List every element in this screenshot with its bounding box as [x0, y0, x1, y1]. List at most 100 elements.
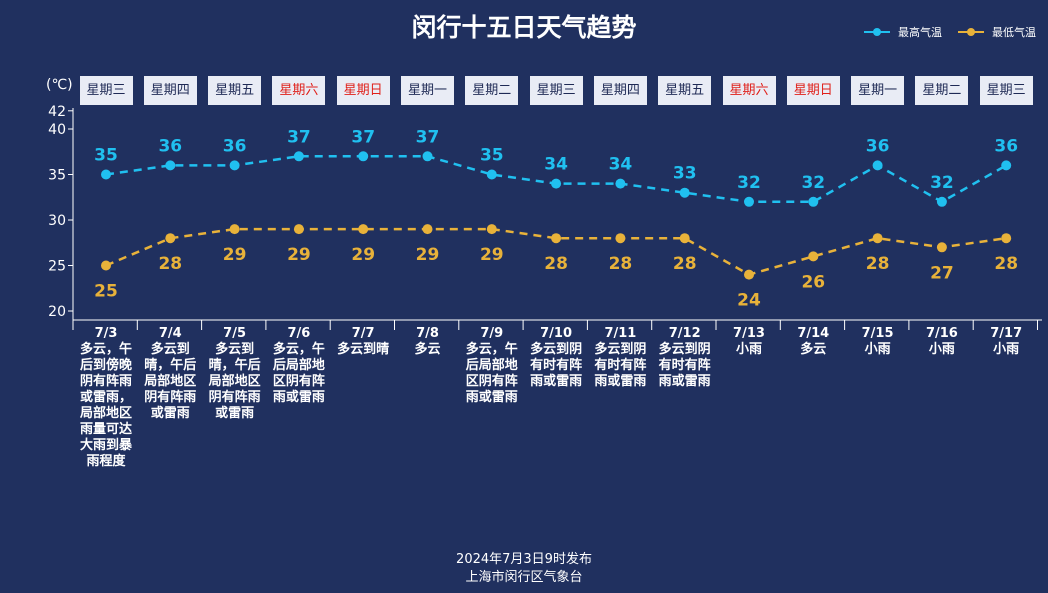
forecast-description: 多云，午后局部地区阴有阵雨或雷雨: [465, 342, 518, 405]
forecast-column-7/13: 7/13 小雨: [717, 326, 781, 358]
y-tick-label-25: 25: [48, 259, 66, 275]
point-low-7/6: [293, 224, 304, 235]
data-label-high-7/9: 35: [480, 146, 504, 166]
point-low-7/10: [551, 233, 562, 244]
forecast-column-7/11: 7/11 多云到阴有时有阵雨或雷雨: [588, 326, 652, 390]
forecast-column-7/10: 7/10 多云到阴有时有阵雨或雷雨: [524, 326, 588, 390]
weekday-box-7/10: 星期三: [529, 76, 583, 105]
point-high-7/6: [293, 151, 304, 162]
forecast-column-7/17: 7/17 小雨: [974, 326, 1038, 358]
weekday-box-7/5: 星期五: [208, 76, 262, 105]
data-label-low-7/9: 29: [480, 245, 504, 265]
forecast-date: 7/11: [604, 326, 637, 341]
forecast-column-7/5: 7/5 多云到晴，午后局部地区阴有阵雨或雷雨: [203, 326, 267, 422]
forecast-column-7/3: 7/3 多云，午后到傍晚阴有阵雨或雷雨，局部地区雨量可达大雨到暴雨程度: [74, 326, 138, 470]
point-high-7/11: [615, 178, 626, 189]
y-tick-label-30: 30: [48, 213, 66, 229]
series-line-low: [105, 227, 1007, 276]
data-label-low-7/11: 28: [609, 254, 633, 274]
forecast-description: 小雨: [993, 342, 1020, 357]
point-low-7/14: [808, 251, 819, 262]
data-label-low-7/7: 29: [351, 245, 375, 265]
data-label-low-7/14: 26: [801, 272, 825, 292]
data-label-low-7/16: 27: [930, 263, 954, 283]
forecast-description: 多云到晴: [337, 342, 390, 357]
forecast-column-7/14: 7/14 多云: [781, 326, 845, 358]
forecast-description: 多云到阴有时有阵雨或雷雨: [594, 342, 647, 389]
data-label-low-7/4: 28: [158, 254, 182, 274]
forecast-description: 多云到晴，午后局部地区阴有阵雨或雷雨: [208, 342, 261, 421]
legend-label-low: 最低气温: [992, 26, 1036, 39]
footer: 2024年7月3日9时发布 上海市闵行区气象台: [0, 551, 1048, 587]
forecast-date: 7/16: [925, 326, 958, 341]
data-label-high-7/13: 32: [737, 173, 761, 193]
data-label-low-7/6: 29: [287, 245, 311, 265]
forecast-description: 多云到阴有时有阵雨或雷雨: [658, 342, 711, 389]
data-label-high-7/10: 34: [544, 155, 568, 175]
point-low-7/7: [358, 224, 369, 235]
forecast-date: 7/6: [287, 326, 311, 341]
forecast-date: 7/17: [990, 326, 1023, 341]
point-low-7/9: [486, 224, 497, 235]
point-high-7/10: [551, 178, 562, 189]
legend-label-high: 最高气温: [898, 26, 942, 39]
point-high-7/3: [101, 169, 111, 180]
y-tick-label-20: 20: [48, 304, 66, 320]
point-low-7/13: [744, 269, 754, 280]
data-label-low-7/3: 25: [94, 282, 118, 302]
weekday-box-7/6: 星期六: [272, 76, 326, 105]
forecast-date: 7/15: [861, 326, 894, 341]
weekday-box-7/4: 星期四: [143, 76, 197, 105]
forecast-column-7/6: 7/6 多云，午后局部地区阴有阵雨或雷雨: [267, 326, 331, 406]
data-label-high-7/3: 35: [94, 146, 118, 166]
data-label-high-7/17: 36: [994, 136, 1018, 156]
point-low-7/4: [165, 233, 176, 244]
point-high-7/16: [936, 196, 947, 207]
point-high-7/17: [1001, 160, 1012, 171]
y-unit-label: (℃): [46, 77, 73, 93]
data-label-low-7/15: 28: [866, 254, 890, 274]
legend: 最高气温 最低气温: [864, 24, 1036, 40]
legend-item-high[interactable]: 最高气温: [864, 24, 942, 40]
point-high-7/9: [486, 169, 497, 180]
forecast-date: 7/4: [158, 326, 182, 341]
legend-marker-high-icon: [864, 28, 890, 36]
forecast-column-7/16: 7/16 小雨: [910, 326, 974, 358]
weekday-box-7/11: 星期四: [593, 76, 647, 105]
forecast-date: 7/12: [668, 326, 701, 341]
forecast-description: 多云，午后到傍晚阴有阵雨或雷雨，局部地区雨量可达大雨到暴雨程度: [79, 342, 132, 469]
publisher: 上海市闵行区气象台: [465, 570, 583, 585]
forecast-date: 7/14: [797, 326, 830, 341]
point-low-7/17: [1001, 233, 1012, 244]
forecast-column-7/8: 7/8 多云: [396, 326, 460, 358]
forecast-column-7/7: 7/7 多云到晴: [331, 326, 395, 358]
data-label-high-7/4: 36: [158, 136, 182, 156]
forecast-column-7/9: 7/9 多云，午后局部地区阴有阵雨或雷雨: [460, 326, 524, 406]
legend-marker-low-icon: [958, 28, 984, 36]
forecast-column-7/4: 7/4 多云到晴，午后局部地区阴有阵雨或雷雨: [138, 326, 202, 422]
point-high-7/7: [358, 151, 369, 162]
weekday-box-7/13: 星期六: [722, 76, 776, 105]
weekday-box-7/14: 星期日: [786, 76, 840, 105]
data-label-high-7/12: 33: [673, 164, 697, 184]
data-label-high-7/15: 36: [866, 136, 890, 156]
legend-item-low[interactable]: 最低气温: [958, 24, 1036, 40]
point-high-7/14: [808, 196, 819, 207]
weekday-box-7/9: 星期二: [465, 76, 519, 105]
point-low-7/5: [229, 224, 240, 235]
y-tick-label-35: 35: [48, 168, 66, 184]
point-high-7/12: [679, 187, 690, 198]
weekday-box-7/15: 星期一: [851, 76, 905, 105]
forecast-description: 小雨: [735, 342, 762, 357]
point-high-7/8: [422, 151, 433, 162]
weekday-box-7/8: 星期一: [401, 76, 454, 105]
forecast-date: 7/8: [416, 326, 439, 341]
publish-time: 2024年7月3日9时发布: [456, 552, 592, 567]
weekday-box-7/3: 星期三: [79, 76, 133, 105]
weekday-box-7/7: 星期日: [336, 76, 390, 105]
forecast-date: 7/7: [351, 326, 375, 341]
forecast-description: 小雨: [864, 342, 891, 357]
chart-title: 闵行十五日天气趋势: [411, 13, 637, 42]
data-label-high-7/16: 32: [930, 173, 954, 193]
